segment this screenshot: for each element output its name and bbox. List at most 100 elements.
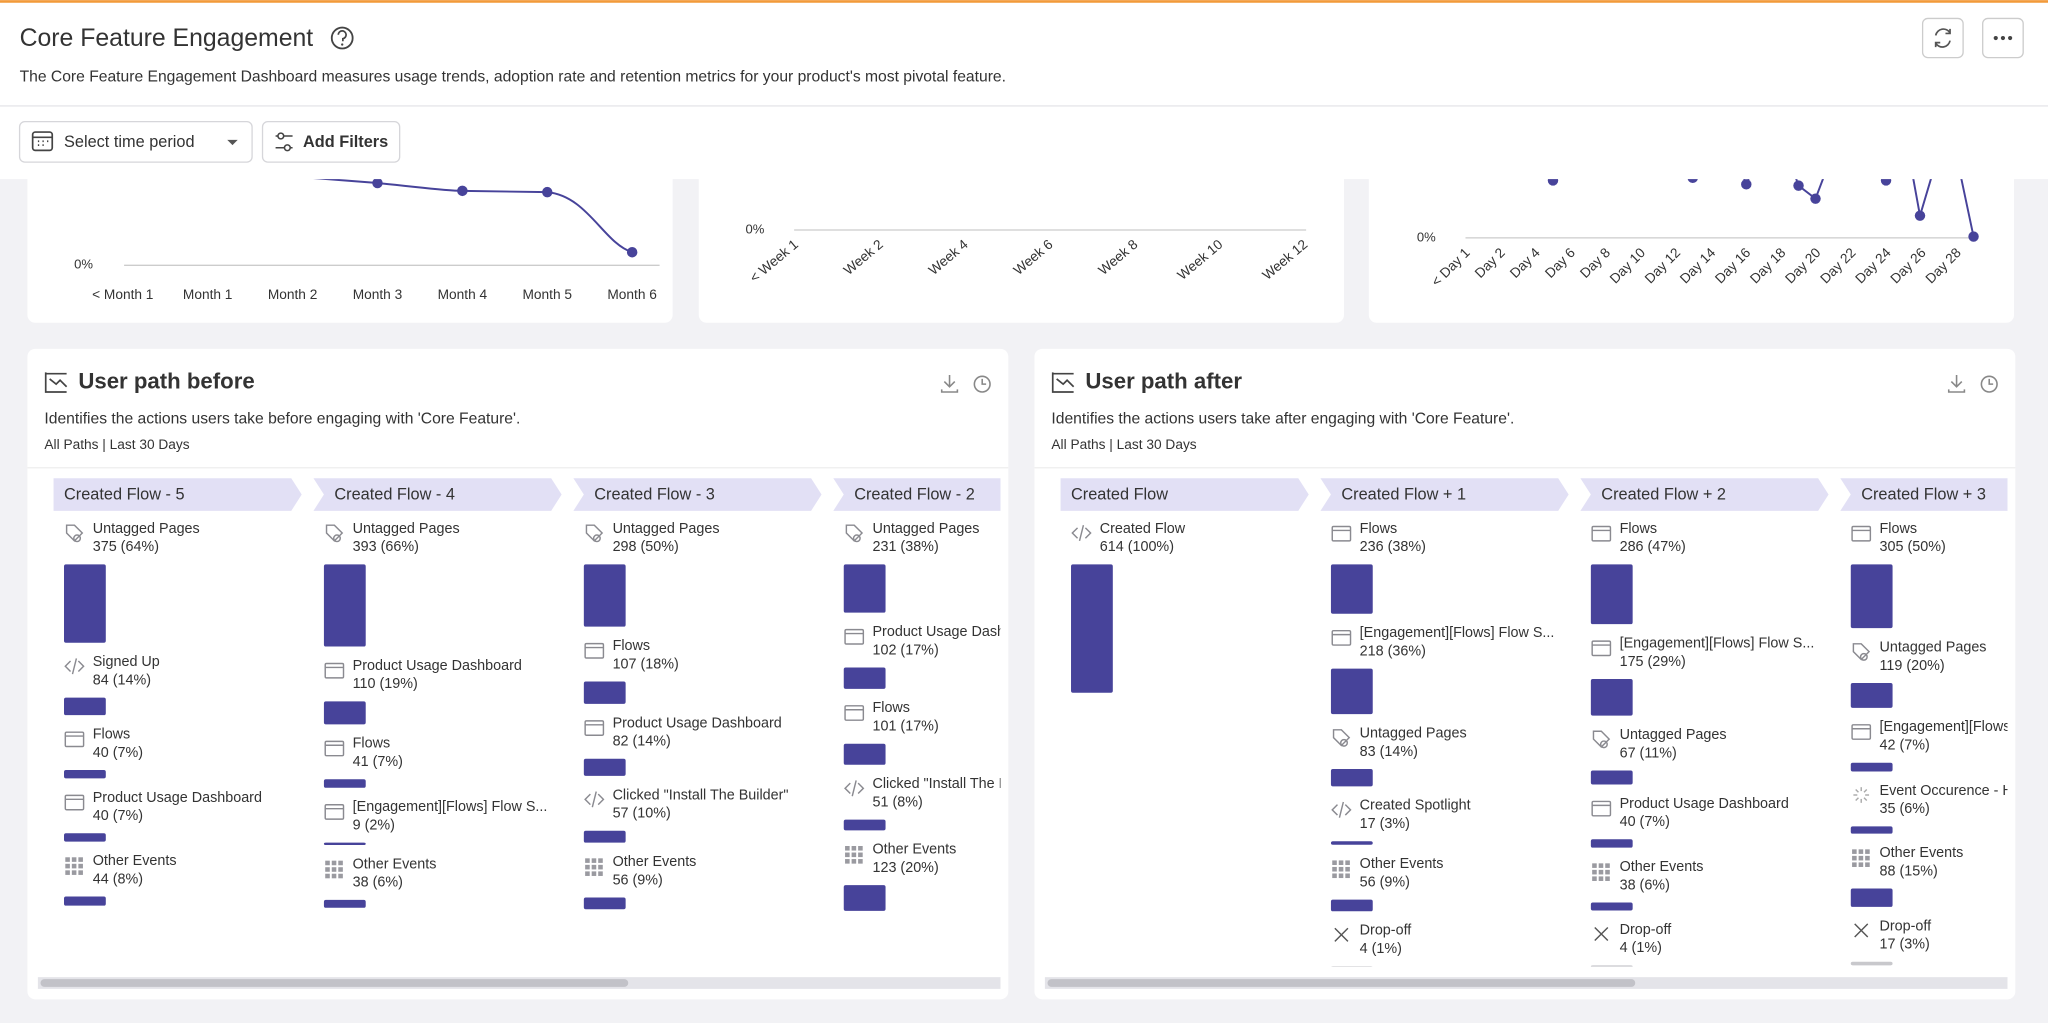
- item-icon: [1852, 849, 1870, 867]
- icon-part: [1338, 866, 1344, 872]
- icon-part: [1851, 724, 1872, 740]
- item-name: Other Events: [353, 856, 437, 872]
- item-name: Created Spotlight: [1360, 798, 1471, 814]
- y-tick-label: 0%: [746, 221, 765, 236]
- item-count: 175 (29%): [1620, 654, 1686, 670]
- history-button[interactable]: [973, 375, 991, 393]
- item-name: Product Usage Dashboard: [93, 790, 262, 806]
- path-bar: [1331, 966, 1373, 967]
- path-bar: [1071, 564, 1113, 693]
- item-icon: [845, 524, 864, 543]
- item-icon: [1331, 801, 1352, 818]
- icon-part: [332, 534, 341, 543]
- time-select[interactable]: Select time period: [18, 120, 253, 163]
- item-name: Event Occurence - Ho: [1880, 783, 2021, 799]
- icon-part: [591, 858, 597, 863]
- icon-part: [71, 863, 77, 869]
- scrollbar-thumb[interactable]: [1047, 979, 1636, 987]
- icon-part: [1331, 525, 1352, 542]
- panel-title: User path before: [78, 369, 254, 394]
- item-name: Flows: [1880, 521, 1918, 537]
- item-count: 119 (20%): [1880, 658, 1945, 674]
- icon-part: [940, 375, 959, 393]
- item-count: 88 (15%): [1880, 863, 1938, 879]
- icon-part: [1859, 652, 1868, 661]
- icon-part: [1598, 876, 1604, 881]
- item-count: 218 (36%): [1360, 643, 1426, 659]
- item-icon: [1594, 926, 1609, 942]
- icon-part: [1599, 740, 1608, 749]
- icon-part: [65, 870, 70, 875]
- history-button[interactable]: [1980, 375, 1998, 393]
- item-name: [Engagement][Flows] Flow S...: [1360, 625, 1555, 641]
- icon-part: [598, 871, 603, 876]
- icon-part: [1332, 866, 1337, 872]
- icon-part: [1051, 372, 1075, 393]
- item-count: 40 (7%): [1620, 814, 1670, 830]
- icon-part: [845, 859, 850, 864]
- download-button[interactable]: [940, 375, 959, 393]
- icon-part: [1591, 525, 1612, 542]
- icon-part: [1852, 855, 1857, 861]
- icon-part: [65, 857, 70, 862]
- x-tick-label: Month 4: [438, 287, 488, 302]
- path-bar: [583, 897, 626, 910]
- item-name: Drop-off: [1360, 923, 1413, 939]
- icon-part: [71, 870, 77, 875]
- icon-part: [325, 873, 330, 879]
- icon-part: [1592, 863, 1597, 868]
- icon-part: [71, 857, 77, 862]
- item-icon: [1334, 927, 1349, 942]
- item-count: 107 (18%): [613, 656, 679, 672]
- time-placeholder: Select time period: [64, 133, 195, 151]
- icon-part: [858, 845, 863, 851]
- item-name: Untagged Pages: [872, 521, 979, 537]
- icon-part: [598, 864, 603, 870]
- column-header: [573, 478, 822, 511]
- add-filters-button[interactable]: Add Filters: [261, 120, 401, 163]
- item-icon: [324, 804, 345, 820]
- item-icon: [1592, 863, 1610, 881]
- column-header: [833, 478, 1001, 511]
- icon-part: [1605, 876, 1610, 881]
- icon-part: [1863, 788, 1868, 793]
- path-bar: [64, 564, 106, 643]
- refresh-button[interactable]: [1921, 17, 1964, 59]
- icon-part: [1852, 643, 1871, 661]
- panel-card: [27, 348, 1009, 1000]
- panel-subtitle: All Paths | Last 30 Days: [44, 437, 189, 452]
- icon-part: [1865, 855, 1870, 861]
- item-count: 38 (6%): [1620, 877, 1670, 893]
- more-button[interactable]: [1982, 17, 2024, 59]
- scrollbar-thumb[interactable]: [40, 979, 629, 987]
- icon-part: [44, 372, 68, 393]
- path-columns: Created Flow Created Flow 614 (100%) Create…: [1060, 478, 2021, 967]
- item-count: 236 (38%): [1360, 539, 1426, 555]
- path-panels: User path before Identifies the actions u…: [27, 348, 2021, 1000]
- path-bar: [323, 701, 366, 725]
- path-bar: [1330, 899, 1373, 912]
- item-icon: [1852, 643, 1871, 661]
- icon-part: [1852, 849, 1857, 854]
- add-filters-label: Add Filters: [303, 133, 388, 151]
- item-icon: [1331, 629, 1352, 646]
- item-count: 305 (50%): [1880, 539, 1946, 555]
- item-name: Drop-off: [1880, 918, 1933, 934]
- path-bar: [1850, 961, 1893, 966]
- panel-card: [1034, 348, 2016, 1000]
- icon-part: [1980, 375, 1998, 393]
- help-icon[interactable]: [330, 26, 354, 50]
- path-bar: [1850, 826, 1893, 834]
- path-bar: [1850, 682, 1893, 708]
- item-count: 110 (19%): [353, 676, 418, 692]
- icon-part: [1598, 863, 1604, 868]
- icon-part: [64, 731, 85, 748]
- path-bar: [843, 819, 886, 831]
- path-bar: [1850, 564, 1893, 629]
- path-bar: [1330, 768, 1373, 787]
- path-bar: [1850, 762, 1893, 772]
- download-button[interactable]: [1947, 375, 1966, 393]
- icon-part: [1591, 800, 1612, 817]
- icon-part: [1851, 525, 1872, 542]
